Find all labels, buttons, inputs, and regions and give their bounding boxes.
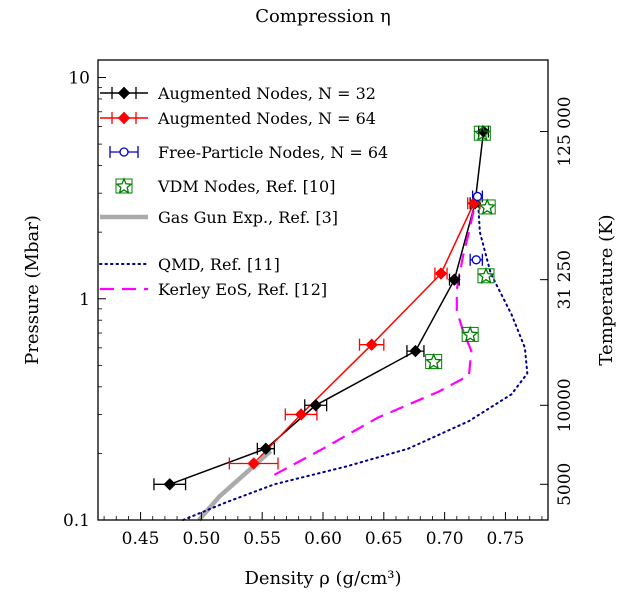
right-tick-label: 10000 — [555, 378, 575, 432]
point-3-1 — [461, 325, 479, 343]
x-axis-title: Density ρ (g/cm³) — [244, 568, 401, 589]
legend-label-kerley: Kerley EoS, Ref. [12] — [158, 280, 327, 299]
point-1-3 — [434, 267, 448, 280]
legend-label-augmented-32: Augmented Nodes, N = 32 — [157, 84, 376, 103]
point-1-1 — [294, 408, 308, 421]
point-0-3 — [409, 344, 422, 358]
point-0-0 — [163, 478, 176, 491]
point-0-1 — [259, 442, 273, 455]
point-0-4 — [448, 273, 461, 286]
markers-layer — [163, 124, 496, 491]
right-tick-label: 5000 — [555, 463, 575, 506]
series-line-1 — [253, 202, 475, 465]
legend-sample-augmented-32 — [100, 86, 148, 100]
legend-label-free-particle: Free-Particle Nodes, N = 64 — [158, 143, 388, 162]
y-tick-label: 0.1 — [63, 511, 90, 531]
x-tick-label: 0.65 — [365, 529, 403, 549]
ticks-layer — [98, 77, 548, 521]
right-tick-label: 125 000 — [555, 96, 575, 166]
legend-label-gas-gun: Gas Gun Exp., Ref. [3] — [158, 208, 338, 227]
legend: Augmented Nodes, N = 32 Augmented Nodes,… — [99, 84, 388, 299]
legend-entry-gas-gun: Gas Gun Exp., Ref. [3] — [100, 208, 338, 227]
y-tick-label: 1 — [79, 290, 90, 310]
legend-sample-augmented-64 — [100, 111, 148, 125]
x-tick-label: 0.50 — [182, 529, 220, 549]
legend-sample-free-particle — [109, 146, 139, 158]
legend-marker — [117, 86, 131, 100]
y-tick-label: 10 — [68, 69, 90, 89]
point-2-1 — [471, 255, 481, 265]
legend-marker — [117, 111, 131, 125]
y-axis-title: Pressure (Mbar) — [22, 215, 43, 365]
legend-label-augmented-64: Augmented Nodes, N = 64 — [157, 109, 376, 128]
x-tick-label: 0.70 — [426, 529, 464, 549]
point-1-0 — [247, 457, 260, 470]
series-line-6 — [273, 192, 479, 476]
top-axis-title: Compression η — [255, 6, 391, 27]
x-tick-label: 0.60 — [304, 529, 342, 549]
point-3-0 — [424, 352, 443, 370]
legend-label-qmd: QMD, Ref. [11] — [158, 255, 280, 274]
legend-marker — [119, 147, 129, 157]
legend-label-vdm: VDM Nodes, Ref. [10] — [157, 177, 335, 196]
point-0-2 — [309, 399, 322, 412]
point-3-2 — [477, 267, 495, 284]
legend-entry-augmented-32: Augmented Nodes, N = 32 — [100, 84, 376, 103]
x-tick-label: 0.45 — [122, 529, 160, 549]
right-axis-title: Temperature (K) — [596, 214, 617, 365]
legend-sample-vdm — [115, 177, 133, 194]
legend-entry-kerley: Kerley EoS, Ref. [12] — [100, 280, 327, 299]
legend-entry-augmented-64: Augmented Nodes, N = 64 — [100, 109, 376, 128]
point-1-2 — [365, 338, 378, 351]
tick-labels-layer: 0.450.500.550.600.650.700.750.11102.53.0… — [63, 69, 575, 549]
point-3-4 — [473, 124, 492, 142]
point-3-3 — [478, 198, 496, 215]
x-tick-label: 0.75 — [487, 529, 525, 549]
right-tick-label: 31 250 — [555, 250, 575, 309]
legend-entry-vdm: VDM Nodes, Ref. [10] — [115, 177, 335, 196]
legend-entry-qmd: QMD, Ref. [11] — [99, 255, 280, 274]
legend-marker — [115, 177, 133, 194]
point-2-0 — [472, 191, 483, 202]
legend-entry-free-particle: Free-Particle Nodes, N = 64 — [109, 143, 388, 162]
series-line-5 — [182, 192, 529, 521]
x-tick-label: 0.55 — [243, 529, 281, 549]
